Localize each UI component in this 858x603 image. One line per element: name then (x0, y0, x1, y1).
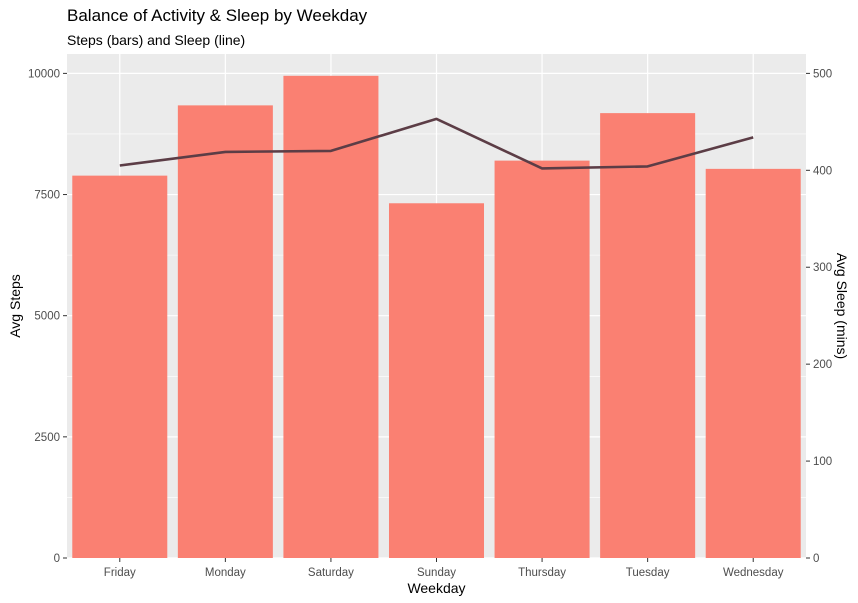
bar-saturday (283, 75, 379, 559)
y2-axis-title: Avg Sleep (mins) (834, 253, 850, 359)
x-tick-label: Monday (205, 567, 246, 579)
y2-tick-label: 200 (813, 359, 832, 371)
y2-tick-label: 0 (813, 553, 819, 565)
y-axis-title: Avg Steps (7, 274, 23, 338)
bar-monday (177, 105, 273, 558)
x-axis: Friday Monday Saturday Sunday Thursday Tuesda… (104, 558, 784, 579)
y2-tick-label: 400 (813, 165, 832, 177)
chart-subtitle: Steps (bars) and Sleep (line) (67, 32, 246, 48)
x-tick-label: Thursday (518, 567, 566, 579)
y2-tick-label: 300 (813, 262, 832, 274)
y2-tick-label: 500 (813, 68, 832, 80)
x-tick-label: Tuesday (626, 567, 670, 579)
y-tick-label: 7500 (34, 190, 60, 202)
x-tick-label: Saturday (308, 567, 354, 579)
y-tick-label: 10000 (28, 68, 60, 80)
x-axis-title: Weekday (407, 580, 465, 596)
y-tick-label: 5000 (34, 311, 60, 323)
y2-tick-label: 100 (813, 456, 832, 468)
bar-friday (72, 175, 168, 558)
chart-title: Balance of Activity & Sleep by Weekday (67, 6, 368, 25)
bar-series (72, 75, 801, 559)
sleep-line (119, 117, 754, 170)
bar-sunday (388, 203, 485, 558)
bar-tuesday (600, 113, 696, 558)
x-tick-label: Sunday (417, 567, 456, 579)
y-tick-label: 2500 (34, 432, 60, 444)
bar-wednesday (705, 168, 801, 558)
y-tick-label: 0 (54, 553, 60, 565)
y-axis-right: 0 100 200 300 400 500 (806, 68, 832, 565)
x-tick-label: Friday (104, 567, 136, 579)
bar-thursday (494, 160, 590, 558)
y-axis-left: 0 2500 5000 7500 10000 (28, 68, 67, 565)
x-tick-label: Wednesday (723, 567, 784, 579)
